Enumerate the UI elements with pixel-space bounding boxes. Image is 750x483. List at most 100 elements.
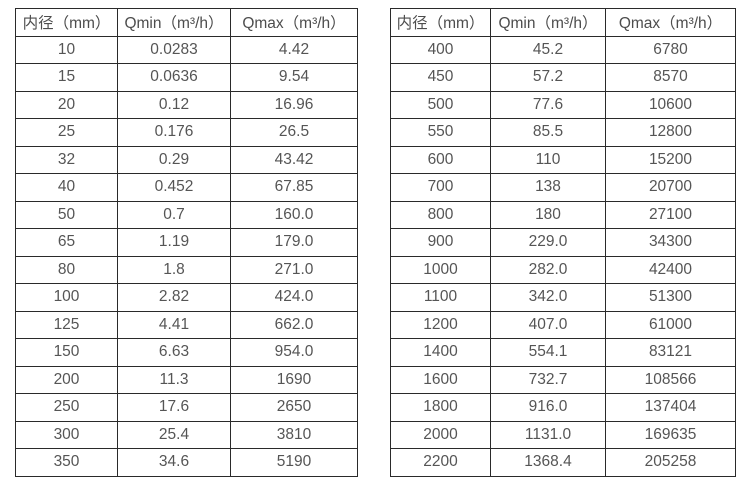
- cell-diameter: 65: [15, 228, 118, 257]
- cell-qmin: 0.12: [117, 90, 231, 119]
- table-row: 250 17.6 2650: [15, 393, 358, 422]
- cell-qmax: 67.85: [230, 173, 358, 202]
- table-header: 内径（mm） Qmin（m³/h） Qmax（m³/h）: [390, 8, 736, 37]
- table-row: 800 180 27100: [390, 200, 736, 229]
- cell-qmax: 16.96: [230, 90, 358, 119]
- column-header-qmax: Qmax（m³/h）: [230, 8, 358, 37]
- cell-diameter: 32: [15, 145, 118, 174]
- cell-qmin: 916.0: [490, 393, 606, 422]
- cell-diameter: 900: [390, 228, 491, 257]
- cell-qmax: 43.42: [230, 145, 358, 174]
- table-row: 450 57.2 8570: [390, 63, 736, 92]
- cell-qmax: 662.0: [230, 310, 358, 339]
- cell-diameter: 450: [390, 63, 491, 92]
- cell-qmax: 6780: [605, 35, 736, 64]
- cell-qmin: 1.8: [117, 255, 231, 284]
- cell-qmax: 27100: [605, 200, 736, 229]
- table-row: 25 0.176 26.5: [15, 118, 358, 147]
- cell-qmax: 8570: [605, 63, 736, 92]
- cell-diameter: 20: [15, 90, 118, 119]
- cell-diameter: 600: [390, 145, 491, 174]
- column-header-diameter: 内径（mm）: [390, 8, 491, 37]
- cell-qmin: 6.63: [117, 338, 231, 367]
- table-row: 20 0.12 16.96: [15, 90, 358, 119]
- cell-diameter: 15: [15, 63, 118, 92]
- table-row: 1400 554.1 83121: [390, 338, 736, 367]
- table-body: 400 45.2 6780 450 57.2 8570 500 77.6 10600 550 85.…: [390, 35, 736, 477]
- cell-qmin: 110: [490, 145, 606, 174]
- cell-qmax: 954.0: [230, 338, 358, 367]
- cell-diameter: 125: [15, 310, 118, 339]
- table-row: 80 1.8 271.0: [15, 255, 358, 284]
- cell-diameter: 400: [390, 35, 491, 64]
- cell-qmin: 0.0636: [117, 63, 231, 92]
- cell-diameter: 800: [390, 200, 491, 229]
- cell-diameter: 50: [15, 200, 118, 229]
- cell-qmin: 0.452: [117, 173, 231, 202]
- cell-qmax: 1690: [230, 365, 358, 394]
- cell-qmin: 34.6: [117, 448, 231, 477]
- cell-diameter: 2000: [390, 420, 491, 449]
- cell-qmax: 5190: [230, 448, 358, 477]
- table-row: 32 0.29 43.42: [15, 145, 358, 174]
- cell-qmin: 1.19: [117, 228, 231, 257]
- table-row: 125 4.41 662.0: [15, 310, 358, 339]
- cell-qmax: 179.0: [230, 228, 358, 257]
- table-row: 1600 732.7 108566: [390, 365, 736, 394]
- cell-qmax: 9.54: [230, 63, 358, 92]
- table-row: 15 0.0636 9.54: [15, 63, 358, 92]
- cell-diameter: 1100: [390, 283, 491, 312]
- flow-table-small-diameters: 内径（mm） Qmin（m³/h） Qmax（m³/h） 10 0.0283 4.42 1…: [15, 8, 358, 477]
- cell-qmax: 10600: [605, 90, 736, 119]
- cell-qmax: 83121: [605, 338, 736, 367]
- cell-qmin: 25.4: [117, 420, 231, 449]
- cell-qmax: 137404: [605, 393, 736, 422]
- cell-diameter: 1800: [390, 393, 491, 422]
- cell-qmin: 407.0: [490, 310, 606, 339]
- table-row: 1200 407.0 61000: [390, 310, 736, 339]
- header-row: 内径（mm） Qmin（m³/h） Qmax（m³/h）: [390, 8, 736, 37]
- table-row: 200 11.3 1690: [15, 365, 358, 394]
- table-row: 100 2.82 424.0: [15, 283, 358, 312]
- cell-qmin: 4.41: [117, 310, 231, 339]
- table-row: 300 25.4 3810: [15, 420, 358, 449]
- column-header-qmax: Qmax（m³/h）: [605, 8, 736, 37]
- cell-diameter: 1000: [390, 255, 491, 284]
- table-row: 2200 1368.4 205258: [390, 448, 736, 477]
- cell-qmin: 57.2: [490, 63, 606, 92]
- cell-qmin: 85.5: [490, 118, 606, 147]
- cell-qmax: 271.0: [230, 255, 358, 284]
- cell-diameter: 1400: [390, 338, 491, 367]
- cell-qmin: 11.3: [117, 365, 231, 394]
- cell-qmax: 51300: [605, 283, 736, 312]
- cell-qmax: 424.0: [230, 283, 358, 312]
- cell-qmin: 138: [490, 173, 606, 202]
- cell-diameter: 1200: [390, 310, 491, 339]
- flow-table-large-diameters: 内径（mm） Qmin（m³/h） Qmax（m³/h） 400 45.2 6780 45…: [390, 8, 736, 477]
- table-row: 350 34.6 5190: [15, 448, 358, 477]
- cell-qmin: 77.6: [490, 90, 606, 119]
- cell-qmax: 34300: [605, 228, 736, 257]
- cell-diameter: 700: [390, 173, 491, 202]
- cell-diameter: 1600: [390, 365, 491, 394]
- table-row: 1800 916.0 137404: [390, 393, 736, 422]
- cell-diameter: 200: [15, 365, 118, 394]
- cell-diameter: 150: [15, 338, 118, 367]
- cell-qmin: 17.6: [117, 393, 231, 422]
- cell-qmin: 1368.4: [490, 448, 606, 477]
- cell-qmin: 2.82: [117, 283, 231, 312]
- cell-qmax: 169635: [605, 420, 736, 449]
- cell-qmin: 1131.0: [490, 420, 606, 449]
- cell-diameter: 10: [15, 35, 118, 64]
- table-row: 600 110 15200: [390, 145, 736, 174]
- cell-qmin: 0.0283: [117, 35, 231, 64]
- cell-qmax: 160.0: [230, 200, 358, 229]
- cell-qmin: 45.2: [490, 35, 606, 64]
- cell-diameter: 350: [15, 448, 118, 477]
- column-header-qmin: Qmin（m³/h）: [490, 8, 606, 37]
- table-row: 550 85.5 12800: [390, 118, 736, 147]
- column-header-diameter: 内径（mm）: [15, 8, 118, 37]
- table-body: 10 0.0283 4.42 15 0.0636 9.54 20 0.12 16.96 25 0.1…: [15, 35, 358, 477]
- cell-qmin: 0.176: [117, 118, 231, 147]
- table-row: 65 1.19 179.0: [15, 228, 358, 257]
